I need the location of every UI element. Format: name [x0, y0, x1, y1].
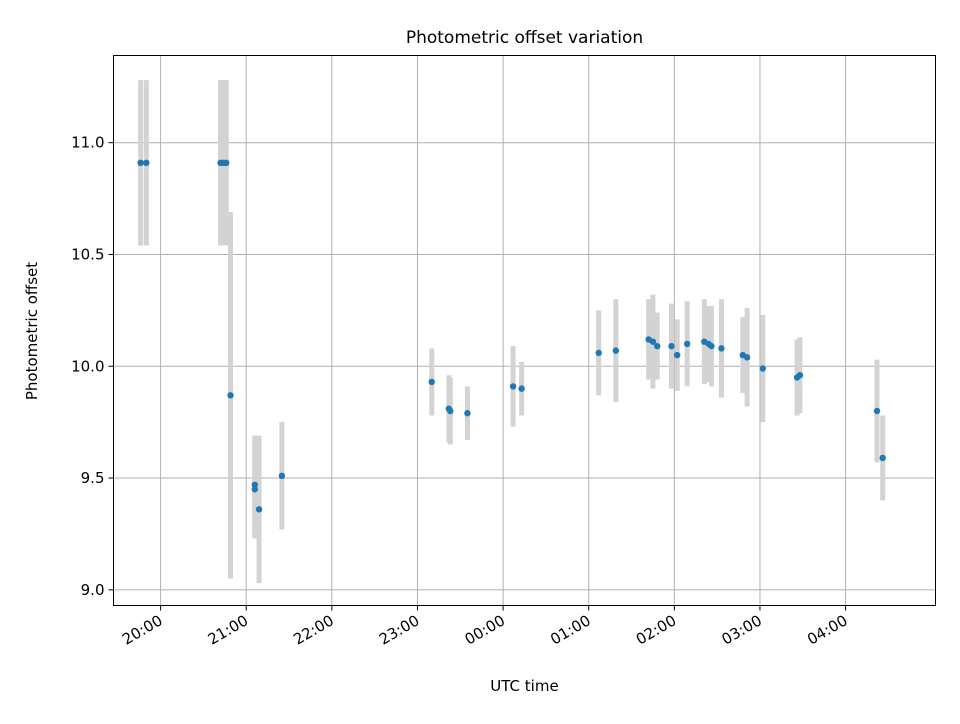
- y-tick-label: 9.5: [81, 469, 105, 487]
- x-axis-label: UTC time: [490, 677, 558, 695]
- data-point: [683, 340, 691, 348]
- data-point: [673, 351, 681, 359]
- data-point: [227, 392, 234, 399]
- point-layer: [137, 159, 886, 513]
- data-point: [251, 486, 258, 493]
- data-point: [251, 481, 258, 488]
- data-point: [428, 378, 435, 386]
- data-point: [518, 385, 525, 392]
- data-point: [668, 342, 675, 350]
- data-point: [464, 410, 471, 417]
- data-point: [612, 347, 620, 354]
- data-point: [654, 342, 661, 350]
- data-point: [509, 383, 517, 390]
- y-tick-label: 9.0: [81, 581, 105, 599]
- data-point: [759, 365, 767, 372]
- data-point: [743, 354, 751, 361]
- data-point: [595, 349, 602, 357]
- data-point: [447, 407, 454, 415]
- y-tick-label: 10.0: [71, 357, 104, 375]
- data-point: [718, 345, 725, 352]
- y-tick-label: 10.5: [71, 245, 104, 263]
- chart-title: Photometric offset variation: [406, 28, 643, 48]
- grid-layer: [113, 55, 936, 606]
- data-point: [879, 454, 886, 462]
- data-point: [143, 159, 150, 167]
- data-point: [708, 342, 715, 350]
- data-point: [649, 338, 657, 345]
- y-axis-label: Photometric offset: [23, 262, 41, 400]
- data-point: [278, 472, 286, 480]
- plot-frame: [113, 55, 936, 606]
- data-point: [223, 159, 230, 167]
- data-point: [255, 506, 263, 513]
- data-point: [796, 372, 804, 379]
- y-axis-ticks: 9.0 9.5 10.0 10.5 11.0: [71, 134, 114, 599]
- data-point: [137, 159, 144, 167]
- data-point: [873, 407, 881, 415]
- y-tick-label: 11.0: [71, 134, 104, 152]
